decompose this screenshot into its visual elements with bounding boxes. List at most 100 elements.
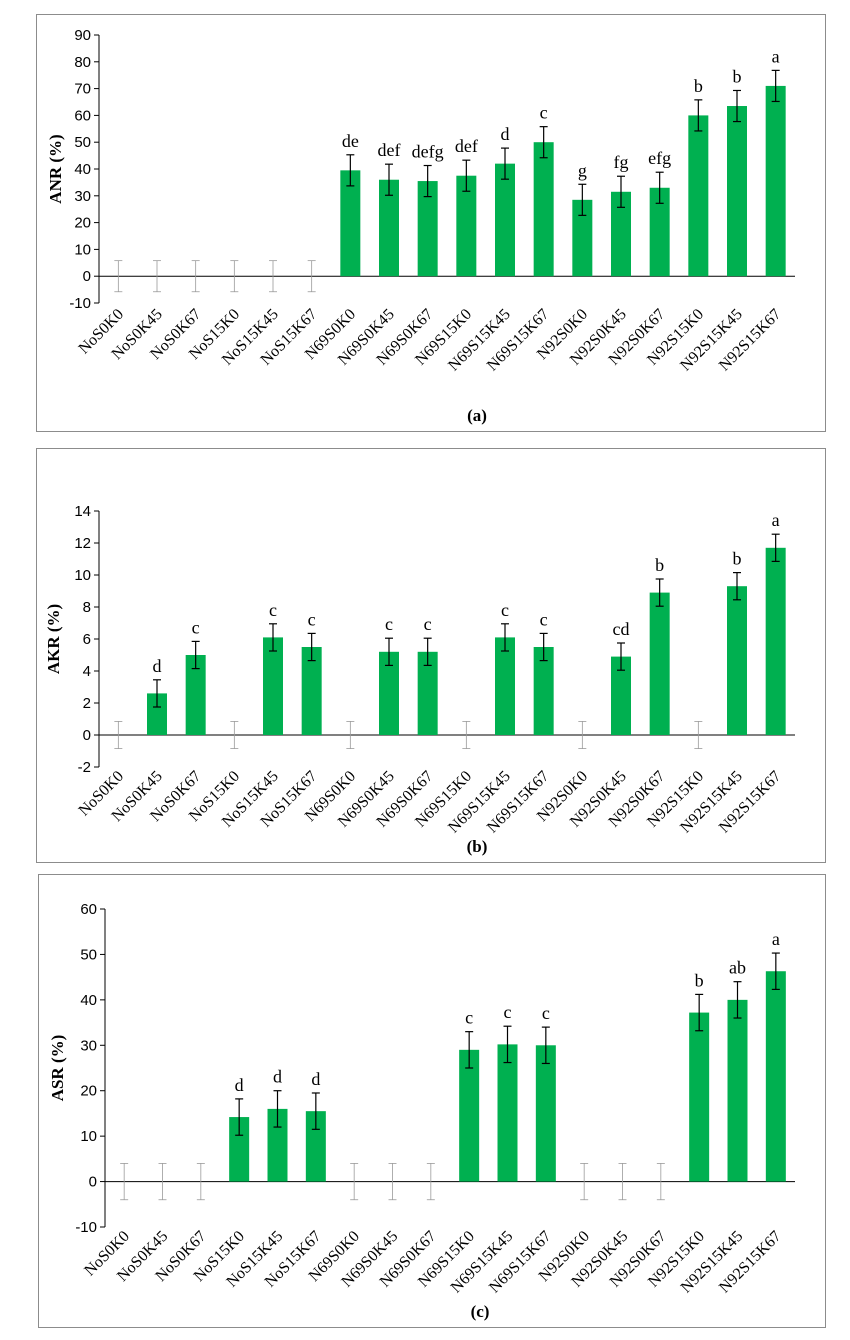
y-tick-label: 60 (80, 901, 97, 918)
error-bar (385, 163, 393, 196)
y-tick-label: 50 (80, 946, 97, 963)
error-bar (656, 1162, 665, 1201)
bar (649, 187, 670, 277)
significance-letter: a (772, 510, 780, 530)
bar (727, 106, 747, 277)
error-bar (153, 260, 161, 293)
error-bar (462, 159, 471, 192)
panel-caption: (a) (467, 406, 487, 425)
y-tick-label: 20 (80, 1083, 97, 1100)
significance-letter: b (695, 970, 704, 990)
significance-letter: b (733, 549, 742, 569)
significance-letter: d (501, 124, 510, 144)
bar (263, 637, 283, 735)
bar (765, 971, 786, 1182)
error-bar (465, 1031, 474, 1069)
error-bar (501, 147, 509, 180)
panel-caption: (b) (467, 837, 488, 856)
significance-letter: c (269, 600, 277, 620)
y-tick-label: 0 (83, 268, 91, 285)
bar (417, 181, 438, 277)
bar (459, 1049, 480, 1182)
significance-letter: c (192, 617, 200, 637)
error-bar (694, 720, 703, 750)
panel-caption: (c) (471, 1302, 490, 1321)
error-bar (578, 720, 587, 750)
significance-letter: de (342, 131, 359, 151)
error-bar (771, 533, 780, 563)
bar (305, 1111, 326, 1182)
bar (379, 651, 399, 735)
y-tick-label: 40 (80, 992, 97, 1009)
y-tick-label: 70 (74, 81, 91, 98)
y-tick-label: 10 (80, 1128, 97, 1145)
bar (611, 656, 631, 735)
bar (688, 115, 709, 277)
chart-panel-c: -10 0 10 20 30 40 50 60 NoS0K0 NoS0K45 NoS0K67 d NoS… (38, 874, 826, 1328)
error-bar (114, 260, 123, 293)
error-bar (694, 99, 703, 132)
bar (535, 1045, 556, 1182)
bar (765, 547, 786, 735)
y-tick-label: 10 (74, 567, 91, 584)
error-bar (423, 164, 432, 198)
chart-panel-a: -10 0 10 20 30 40 50 60 70 80 90 NoS0K0 NoS0K45 NoS0K… (36, 14, 826, 432)
y-tick-label: 14 (74, 503, 91, 520)
error-bar (307, 632, 316, 662)
bar (229, 1117, 250, 1182)
error-bar (618, 1162, 627, 1201)
y-tick-label: -10 (75, 1219, 97, 1236)
error-bar (269, 623, 277, 652)
error-bar (269, 260, 277, 293)
significance-letter: c (540, 609, 548, 629)
y-tick-label: 4 (83, 663, 91, 680)
significance-letter: fg (614, 152, 629, 172)
bar (379, 179, 399, 277)
error-bar (230, 260, 239, 293)
error-bar (385, 637, 393, 666)
error-bar (503, 1025, 512, 1064)
significance-letter: a (772, 46, 780, 66)
error-bar (346, 720, 355, 750)
significance-letter: d (235, 1075, 244, 1095)
y-tick-label: 6 (83, 631, 91, 648)
error-bar (120, 1162, 129, 1201)
y-axis-label: AKR (%) (44, 604, 63, 674)
error-bar (196, 1162, 205, 1201)
error-bar (578, 183, 587, 216)
bar (497, 1044, 518, 1182)
chart-panel-b: -2 0 2 4 6 8 10 12 14 NoS0K0 d NoS0K45 c NoS0K67 NoS15… (36, 448, 826, 863)
significance-letter: cd (613, 619, 630, 639)
error-bar (191, 640, 200, 670)
y-tick-label: 0 (83, 727, 91, 744)
error-bar (617, 175, 625, 208)
significance-letter: g (578, 160, 587, 180)
error-bar (733, 89, 741, 123)
y-tick-label: 0 (89, 1174, 97, 1191)
significance-letter: a (772, 929, 780, 949)
significance-letter: c (465, 1008, 473, 1028)
y-tick-label: 12 (74, 535, 91, 552)
error-bar (350, 1162, 359, 1201)
bar (495, 637, 515, 735)
y-tick-label: 30 (74, 188, 91, 205)
significance-letter: efg (648, 148, 671, 168)
error-bar (346, 154, 355, 187)
error-bar (771, 952, 780, 991)
error-bar (655, 171, 664, 204)
significance-letter: def (455, 136, 478, 156)
chart-a: -100102030405060708090NoS0K0NoS0K45NoS0K… (46, 27, 795, 425)
bar (267, 1108, 288, 1182)
y-tick-label: 30 (80, 1037, 97, 1054)
significance-letter: c (424, 614, 432, 634)
error-bar (388, 1162, 397, 1201)
error-bar (153, 679, 161, 708)
error-bar (617, 642, 625, 671)
significance-letter: def (378, 140, 401, 160)
error-bar (462, 720, 471, 750)
bar (611, 191, 631, 277)
significance-letter: d (273, 1067, 282, 1087)
error-bar (655, 578, 664, 607)
y-tick-label: 20 (74, 215, 91, 232)
chart-c: -100102030405060NoS0K0NoS0K45NoS0K67dNoS… (48, 901, 795, 1321)
